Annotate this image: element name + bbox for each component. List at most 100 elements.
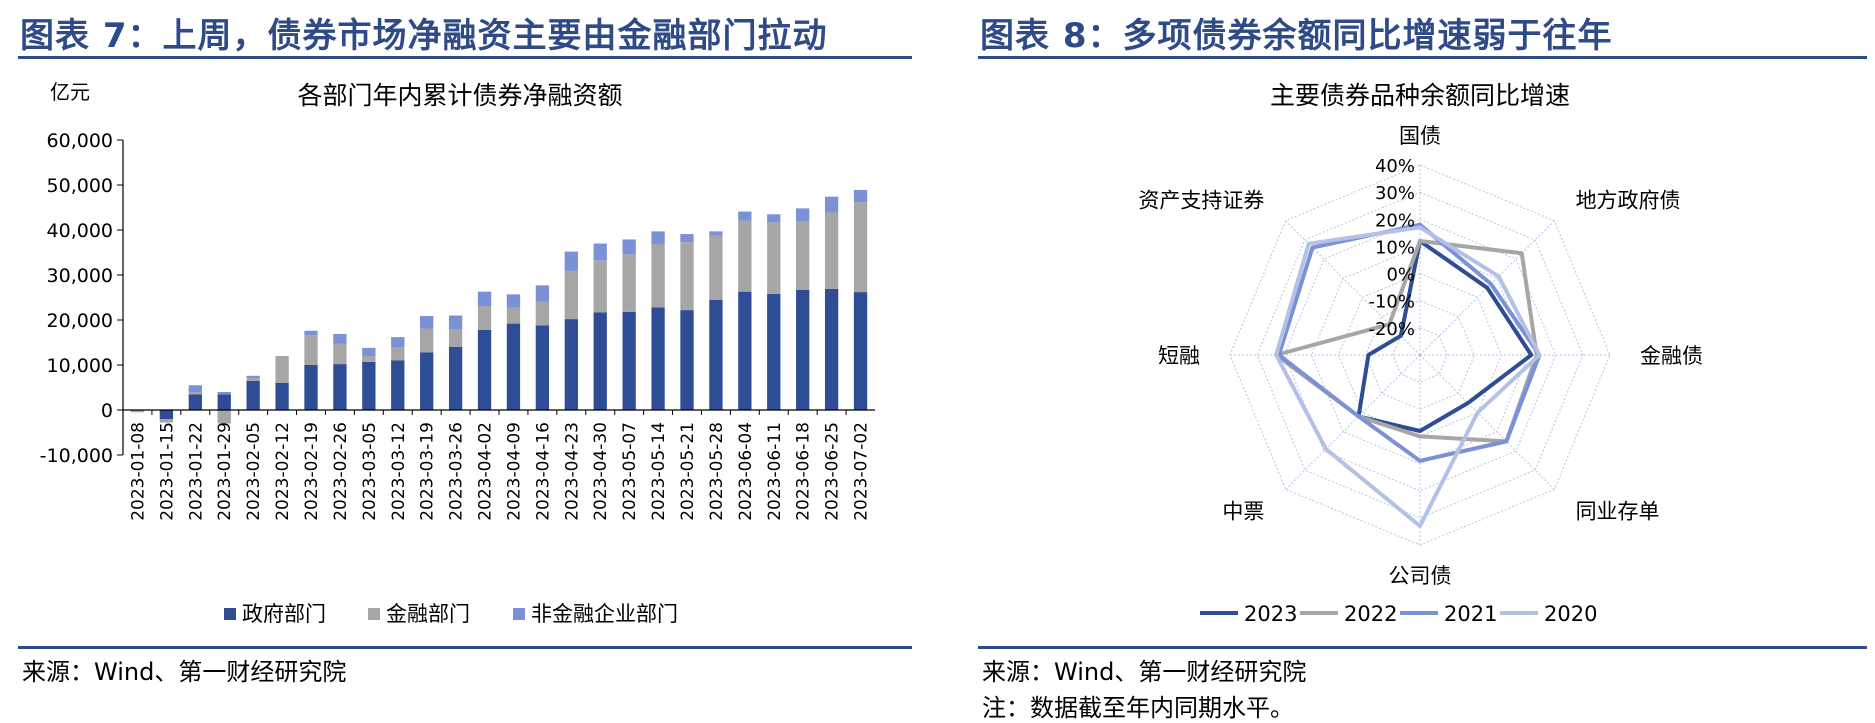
bar-segment <box>391 337 405 347</box>
legend-label: 金融部门 <box>386 602 470 626</box>
bar-segment <box>680 242 694 311</box>
bar-segment <box>477 306 492 330</box>
radar-axis-label: 中票 <box>1222 500 1264 524</box>
legend-swatch <box>224 608 236 620</box>
x-tick-label: 2023-07-02 <box>852 422 872 521</box>
x-tick-label: 2023-04-09 <box>504 422 524 521</box>
bar-segment <box>304 365 318 410</box>
x-tick-label: 2023-02-12 <box>273 422 293 521</box>
bar-segment <box>651 243 665 308</box>
legend-label: 非金融企业部门 <box>531 602 678 626</box>
figure-7-panel: 图表 7：上周，债券市场净融资主要由金融部门拉动 各部门年内累计债券净融资额 亿元… <box>0 0 920 722</box>
bar-segment <box>217 410 231 424</box>
y-tick-label: 50,000 <box>47 175 113 197</box>
bar-segment <box>448 315 463 329</box>
bar-segment <box>593 260 607 313</box>
radar-tick-label: -20% <box>1368 319 1415 340</box>
bar-segment <box>622 254 636 312</box>
x-tick-label: 2023-06-25 <box>823 422 843 521</box>
bar-segment <box>362 347 376 356</box>
bar-segment <box>651 231 665 244</box>
y-tick-label: 60,000 <box>47 130 113 152</box>
bar-segment <box>651 307 665 410</box>
bar-segment <box>275 356 289 383</box>
bar-segment <box>824 212 839 289</box>
bar-segment <box>391 347 405 361</box>
radar-tick-label: 40% <box>1375 156 1415 177</box>
figure-8-source: 来源：Wind、第一财经研究院 <box>982 658 1307 686</box>
radar-tick-label: 20% <box>1375 210 1415 231</box>
x-tick-label: 2023-05-28 <box>707 422 727 521</box>
x-tick-label: 2023-04-23 <box>562 422 582 521</box>
x-tick-label: 2023-01-22 <box>186 422 206 521</box>
y-tick-label: 30,000 <box>47 265 113 287</box>
bar-segment <box>824 196 839 213</box>
radar-series-line <box>1274 239 1539 444</box>
x-tick-label: 2023-01-08 <box>128 422 148 521</box>
legend-label: 2020 <box>1544 602 1597 626</box>
radar-axis-label: 公司债 <box>1389 564 1452 588</box>
figure-7-title: 图表 7：上周，债券市场净融资主要由金融部门拉动 <box>20 16 828 56</box>
legend-label: 2021 <box>1444 602 1497 626</box>
bar-segment <box>188 394 202 410</box>
bar-segment <box>391 360 405 410</box>
bar-segment <box>593 243 607 261</box>
y-tick-label: -10,000 <box>40 445 113 467</box>
bar-segment <box>796 289 810 410</box>
bar-segment <box>159 419 174 423</box>
bar-segment <box>448 329 463 347</box>
radar-axis-label: 国债 <box>1399 124 1441 148</box>
bar-segment <box>535 325 550 410</box>
x-tick-label: 2023-04-16 <box>533 422 553 521</box>
bar-segment <box>709 299 723 410</box>
bar-segment <box>824 288 839 410</box>
bar-segment <box>477 329 492 410</box>
figure-7-source: 来源：Wind、第一财经研究院 <box>22 658 347 686</box>
bar-segment <box>275 383 289 410</box>
x-tick-label: 2023-03-19 <box>418 422 438 521</box>
bar-segment <box>853 202 868 293</box>
stacked-bar-chart: 各部门年内累计债券净融资额 亿元 -10,000 0 10,000 20,000 30,00… <box>40 80 875 626</box>
bar-segment <box>853 189 868 203</box>
bar-segment <box>304 335 318 365</box>
bar-segment <box>304 330 318 336</box>
y-tick-label: 0 <box>101 400 113 422</box>
bar-segment <box>448 347 463 410</box>
bar-segment <box>738 291 752 410</box>
figure-8-panel: 图表 8：多项债券余额同比增速弱于往年 主要债券品种余额同比增速 -20% -10%… <box>960 0 1875 722</box>
x-tick-label: 2023-06-11 <box>765 422 785 521</box>
bar-segment <box>796 221 810 290</box>
bar-segment <box>622 311 636 410</box>
x-tick-label: 2023-05-07 <box>620 422 640 521</box>
y-axis-unit-label: 亿元 <box>50 80 90 104</box>
bar-segment <box>159 410 174 419</box>
radar-tick-label: -10% <box>1368 292 1415 313</box>
radar-tick-label: 0% <box>1386 265 1415 286</box>
bar-segment <box>709 231 723 236</box>
figure-8-note: 注：数据截至年内同期水平。 <box>982 694 1294 722</box>
radar-axis-label: 短融 <box>1158 344 1200 368</box>
bar-segment <box>506 307 521 324</box>
bar-segment <box>188 392 202 395</box>
radar-series-line <box>1276 222 1542 463</box>
bar-segment <box>535 285 550 302</box>
bar-segment <box>680 234 694 243</box>
x-tick-label: 2023-06-18 <box>794 422 814 521</box>
x-tick-label: 2023-03-05 <box>360 422 380 521</box>
bar-segment <box>246 375 260 379</box>
legend-swatch <box>513 608 525 620</box>
x-tick-label: 2023-04-30 <box>591 422 611 521</box>
y-tick-label: 40,000 <box>47 220 113 242</box>
bar-segment <box>622 239 636 255</box>
bar-segment <box>362 356 376 362</box>
bar-segment <box>709 235 723 300</box>
bar-segment <box>535 301 550 326</box>
bar-segment <box>564 251 578 271</box>
x-tick-label: 2023-02-05 <box>244 422 264 521</box>
bar-segment <box>420 315 434 329</box>
radar-axis-label: 资产支持证券 <box>1138 188 1264 212</box>
x-tick-label: 2023-05-21 <box>678 422 698 521</box>
figure-8-bottom-rule <box>978 646 1867 649</box>
bar-segment <box>564 270 578 320</box>
radar-series-line <box>1356 239 1534 433</box>
